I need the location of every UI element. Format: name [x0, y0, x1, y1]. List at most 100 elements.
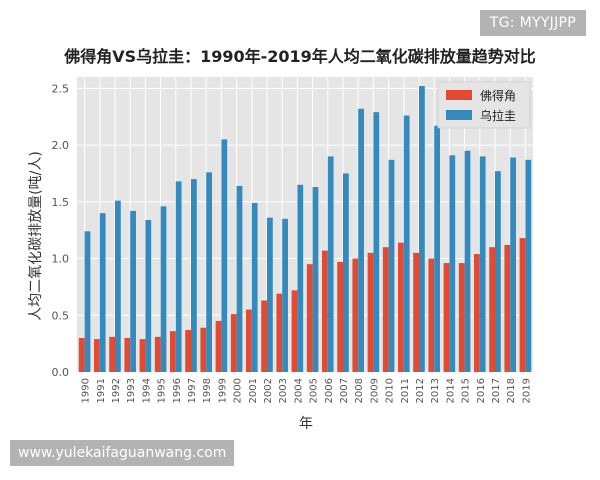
- y-axis-ticks: 0.0 0.5 1.0 1.5 2.0 2.5: [52, 82, 70, 379]
- x-tick-label: 2011: [400, 378, 411, 403]
- bar-series-b: [434, 125, 440, 373]
- x-tick-label: 2016: [476, 378, 487, 403]
- x-tick-label: 2015: [461, 378, 472, 403]
- bar-series-b: [373, 112, 380, 372]
- x-tick-label: 2017: [491, 378, 502, 403]
- x-tick-label: 2004: [293, 378, 304, 403]
- bar-series-a: [352, 258, 359, 372]
- bar-series-b: [236, 185, 243, 372]
- bar-series-a: [170, 331, 176, 372]
- bar-series-b: [267, 217, 273, 372]
- bar-series-b: [99, 213, 106, 372]
- bar-series-a: [291, 290, 298, 372]
- x-tick-label: 1993: [126, 378, 137, 403]
- bar-series-b: [358, 108, 364, 373]
- x-tick-label: 2010: [385, 378, 396, 403]
- y-tick-label: 2.0: [52, 139, 70, 152]
- bar-series-a: [139, 339, 146, 372]
- bar-series-a: [306, 264, 313, 372]
- bar-series-b: [175, 181, 182, 372]
- y-tick-label: 1.0: [52, 253, 70, 266]
- x-tick-label: 2008: [354, 378, 365, 403]
- bar-series-a: [474, 254, 480, 372]
- bar-series-b: [327, 156, 334, 372]
- bar-series-b: [312, 187, 319, 372]
- x-tick-label: 2014: [445, 378, 456, 403]
- bar-series-a: [276, 293, 283, 372]
- bar-group: [78, 86, 532, 373]
- bar-series-a: [398, 242, 404, 372]
- legend-label: 乌拉圭: [480, 108, 516, 123]
- x-tick-label: 2002: [263, 378, 274, 403]
- legend-box: [437, 81, 531, 129]
- x-tick-label: 1991: [96, 378, 107, 403]
- x-tick-label: 1995: [157, 378, 168, 403]
- x-tick-label: 2013: [430, 378, 441, 403]
- bar-series-b: [206, 172, 212, 372]
- bar-series-a: [504, 244, 511, 372]
- bar-series-a: [443, 263, 450, 372]
- legend-swatch: [446, 90, 472, 100]
- x-tick-label: 1998: [202, 378, 213, 403]
- x-tick-label: 1992: [111, 378, 122, 403]
- x-tick-label: 2003: [278, 378, 289, 403]
- chart-title: 佛得角VS乌拉圭：1990年-2019年人均二氧化碳排放量趋势对比: [63, 47, 536, 66]
- x-tick-label: 2007: [339, 378, 350, 403]
- y-tick-label: 1.5: [52, 196, 70, 209]
- bar-series-a: [230, 314, 237, 372]
- y-axis-label: 人均二氧化碳排放量(吨/人): [28, 151, 44, 321]
- bar-series-a: [458, 263, 465, 372]
- watermark-badge-top: TG: MYYJJPP: [479, 10, 586, 36]
- legend-swatch: [446, 110, 472, 120]
- bar-series-b: [419, 86, 425, 373]
- bar-series-a: [94, 339, 100, 372]
- bar-series-a: [367, 252, 374, 372]
- bar-series-b: [525, 159, 532, 372]
- x-tick-label: 2001: [248, 378, 259, 403]
- x-tick-label: 1997: [187, 378, 198, 403]
- x-tick-label: 2019: [521, 378, 532, 403]
- x-tick-label: 1999: [217, 378, 228, 403]
- bar-series-b: [297, 184, 304, 372]
- bar-series-a: [215, 320, 222, 372]
- bar-series-a: [428, 258, 435, 372]
- bar-series-b: [282, 218, 288, 372]
- bar-series-b: [221, 139, 228, 372]
- bar-series-b: [479, 156, 486, 372]
- bar-series-b: [145, 219, 152, 372]
- bar-series-b: [130, 210, 136, 372]
- bar-series-a: [200, 327, 207, 372]
- y-tick-label: 0.0: [52, 366, 70, 379]
- bar-series-b: [464, 150, 471, 372]
- bar-series-a: [413, 252, 419, 372]
- bar-series-b: [343, 173, 349, 372]
- bar-series-a: [185, 330, 191, 372]
- bar-series-a: [261, 300, 267, 372]
- bar-series-a: [519, 238, 526, 372]
- x-tick-label: 1994: [141, 378, 152, 403]
- x-tick-label: 2009: [369, 378, 380, 403]
- bar-series-b: [191, 179, 197, 372]
- x-tick-label: 1996: [172, 378, 183, 403]
- bar-series-b: [251, 202, 258, 372]
- bar-series-a: [322, 250, 328, 372]
- bar-series-a: [124, 337, 131, 372]
- bar-series-b: [495, 171, 501, 372]
- bar-series-a: [154, 336, 161, 372]
- bar-series-b: [84, 231, 91, 372]
- bar-series-a: [382, 247, 389, 372]
- x-tick-label: 2005: [309, 378, 320, 403]
- x-tick-label: 2012: [415, 378, 426, 403]
- bar-series-b: [403, 115, 410, 373]
- x-tick-label: 2018: [506, 378, 517, 403]
- bar-series-b: [510, 157, 516, 372]
- bar-series-b: [160, 206, 167, 372]
- y-tick-label: 0.5: [52, 309, 70, 322]
- x-axis-label: 年: [299, 416, 313, 432]
- bar-series-b: [115, 200, 121, 372]
- bar-series-a: [246, 309, 252, 372]
- bar-series-b: [449, 155, 456, 372]
- bar-series-a: [109, 336, 115, 372]
